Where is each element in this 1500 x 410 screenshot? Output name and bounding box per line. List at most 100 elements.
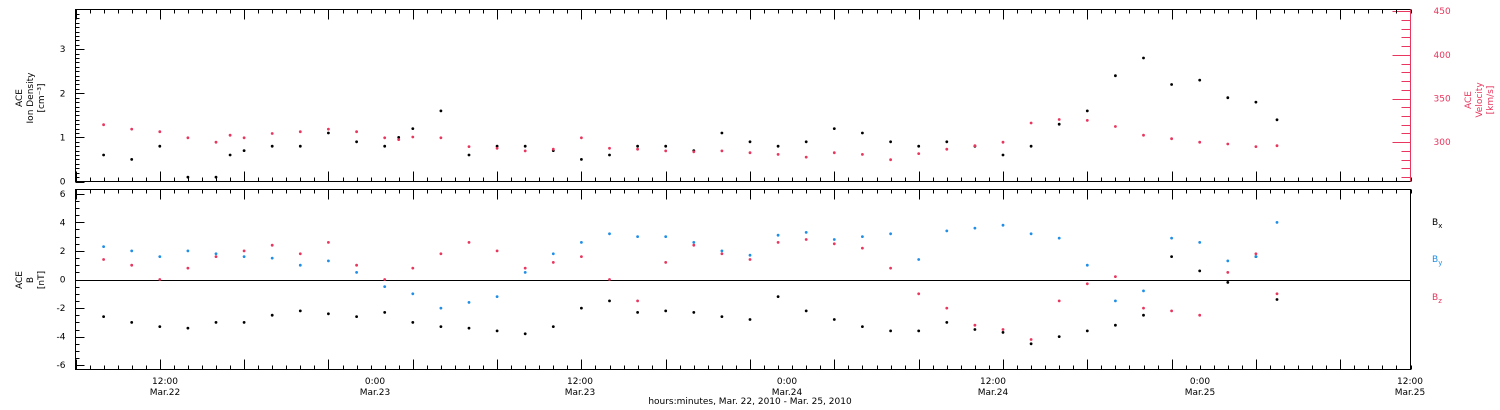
x-tick-label-date: Mar.23 [360, 388, 390, 398]
velocity-point [833, 151, 836, 154]
bx-point [861, 325, 864, 328]
x-axis: 12:00Mar.220:00Mar.2312:00Mar.230:00Mar.… [77, 10, 1426, 399]
velocity-point [355, 130, 358, 133]
density-point [355, 140, 358, 143]
top-ylabel-line2: Ion Density [26, 72, 36, 124]
by-point [1002, 224, 1005, 227]
bx-point [1170, 255, 1173, 258]
by-point [777, 234, 780, 237]
bz-point [1114, 275, 1117, 278]
density-point [440, 110, 443, 113]
b-tick-label: 4 [60, 218, 66, 228]
bx-point [1226, 281, 1229, 284]
by-point [1058, 237, 1061, 240]
y-tick-label: 0 [60, 178, 66, 188]
velocity-point [861, 153, 864, 156]
velocity-point [158, 130, 161, 133]
velocity-point [1142, 134, 1145, 137]
velocity-point [524, 150, 527, 153]
bx-point [187, 327, 190, 330]
bz-point [945, 307, 948, 310]
by-point [299, 264, 302, 267]
density-point [1226, 96, 1229, 99]
velocity-point [1086, 119, 1089, 122]
bz-point [664, 261, 667, 264]
y-tick-label: 1 [60, 133, 66, 143]
by-point [440, 307, 443, 310]
bz-point [243, 250, 246, 253]
by-point [805, 231, 808, 234]
bz-point [721, 252, 724, 255]
bz-point [102, 258, 105, 261]
velocity-point [440, 136, 443, 139]
top-right-axis: 300 350 400 450 [1393, 7, 1451, 181]
bz-point [1255, 252, 1258, 255]
by-point [552, 252, 555, 255]
velocity-point [1198, 141, 1201, 144]
top-panel-frame [76, 10, 1411, 182]
by-point [664, 235, 667, 238]
x-tick-label-date: Mar.24 [978, 388, 1009, 398]
bx-point [1114, 324, 1117, 327]
bx-point [271, 314, 274, 317]
bz-point [440, 252, 443, 255]
velocity-point [299, 130, 302, 133]
top-right-ylabel-line2: Velocity [1475, 82, 1485, 118]
bz-point [1226, 271, 1229, 274]
by-point [1226, 260, 1229, 263]
velocity-point [229, 134, 232, 137]
top-right-ylabel-line3: [km/s] [1486, 86, 1496, 115]
by-point [327, 260, 330, 263]
by-point [692, 241, 695, 244]
legend-item-bz: Bz [1432, 293, 1442, 305]
velocity-point [777, 153, 780, 156]
bz-point [411, 267, 414, 270]
bz-point [215, 255, 218, 258]
bz-point [496, 250, 499, 253]
bz-point [1142, 307, 1145, 310]
bx-point [974, 328, 977, 331]
velocity-point [327, 128, 330, 131]
velocity-point [1114, 125, 1117, 128]
bz-point [130, 264, 133, 267]
by-point [974, 227, 977, 230]
bx-point [411, 321, 414, 324]
velocity-point [187, 136, 190, 139]
bx-point [327, 312, 330, 315]
top-left-axis: 0 1 2 3 [60, 10, 85, 188]
b-tick-label: -2 [57, 304, 66, 314]
density-point [524, 145, 527, 148]
bz-point [861, 247, 864, 250]
density-point [468, 154, 471, 157]
chart-canvas: 0123 300350400450 ACE Ion Density [cm⁻³]… [0, 0, 1500, 410]
bx-point [243, 321, 246, 324]
bx-point [440, 325, 443, 328]
top-ylabel-line3: [cm⁻³] [37, 83, 47, 112]
density-point [271, 145, 274, 148]
right-y-tick-label: 400 [1434, 51, 1451, 61]
by-point [608, 232, 611, 235]
bz-point [805, 238, 808, 241]
density-point [411, 127, 414, 130]
x-tick-label-time: 12:00 [980, 377, 1006, 387]
bx-point [552, 325, 555, 328]
b-tick-label: 0 [60, 276, 66, 286]
bz-point [355, 264, 358, 267]
x-tick-label-time: 0:00 [1190, 377, 1210, 387]
right-y-tick-label: 350 [1434, 95, 1451, 105]
by-point [889, 232, 892, 235]
x-tick-label-date: Mar.25 [1395, 388, 1425, 398]
bx-point [355, 315, 358, 318]
bx-point [1058, 335, 1061, 338]
y-tick-label: 3 [60, 45, 66, 55]
bx-point [721, 315, 724, 318]
density-point [777, 145, 780, 148]
x-tick-label-date: Mar.22 [150, 388, 180, 398]
bx-point [102, 315, 105, 318]
bottom-panel-frame [76, 190, 1411, 370]
velocity-point [411, 136, 414, 139]
bz-point [1058, 300, 1061, 303]
x-tick-label-time: 12:00 [567, 377, 593, 387]
x-tick-label-time: 12:00 [152, 377, 178, 387]
density-point [1255, 101, 1258, 104]
